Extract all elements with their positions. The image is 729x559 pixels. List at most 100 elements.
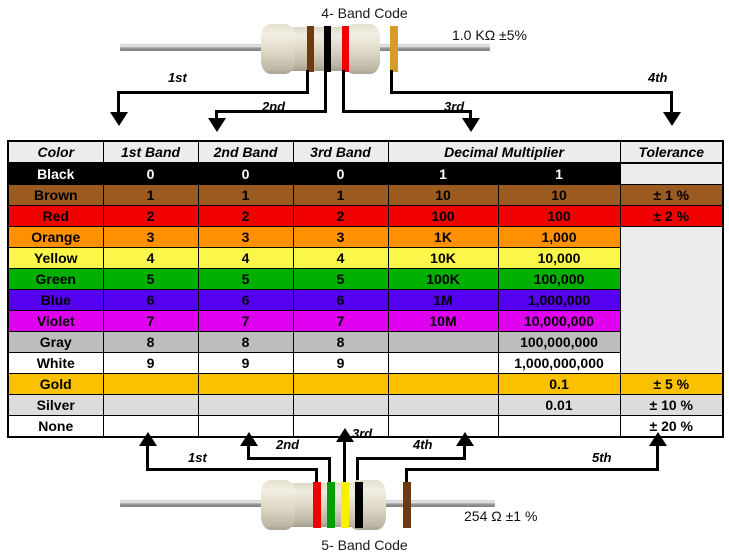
row-tolerance-none: ± 20 % [619, 415, 724, 438]
band-3-red [342, 26, 349, 72]
pointer-arrow-top-1 [110, 112, 128, 126]
row-mult-short-black: 1 [387, 162, 499, 185]
row-mult-long-none [497, 415, 621, 438]
resistor-body-cap-right [344, 24, 380, 74]
four-band-resistor [120, 22, 490, 78]
pointer-line-bottom-4-horiz [356, 457, 466, 460]
row-mult-short-silver [387, 394, 499, 416]
pointer-line-top-3-drop [469, 110, 472, 122]
table-row: Green 5 5 5 100K 100,000 [7, 268, 723, 290]
row-color-name-red: Red [7, 205, 104, 227]
pointer-arrow-bottom-2 [240, 432, 258, 446]
row-band3-red: 2 [292, 205, 389, 227]
top-resistance-value: 1.0 KΩ ±5% [452, 27, 527, 43]
table-row: Violet 7 7 7 10M 10,000,000 [7, 310, 723, 332]
row-band2-blue: 6 [197, 289, 294, 311]
table-row: White 9 9 9 1,000,000,000 [7, 352, 723, 374]
table-body: Black 0 0 0 1 1 Brown 1 1 1 10 10 ± 1 % Red 2 2 2 100 100 ±… [7, 162, 724, 438]
table-header-row: Color 1st Band 2nd Band 3rd Band Decimal… [7, 140, 724, 164]
row-mult-short-yellow: 10K [387, 247, 499, 269]
row-tolerance-gold: ± 5 % [619, 373, 724, 395]
pointer-arrow-top-3 [462, 118, 480, 132]
band-5-brown [403, 482, 411, 528]
pointer-line-bottom-5-rise [656, 446, 659, 470]
row-mult-long-blue: 1,000,000 [497, 289, 621, 311]
row-band3-gold [292, 373, 389, 395]
row-band3-yellow: 4 [292, 247, 389, 269]
pointer-line-top-1-horiz [117, 91, 309, 94]
row-mult-long-red: 100 [497, 205, 621, 227]
pointer-label-bottom-1: 1st [188, 450, 207, 465]
row-mult-short-blue: 1M [387, 289, 499, 311]
band-1-red [313, 482, 321, 528]
pointer-line-top-2-drop [215, 110, 218, 122]
row-band3-orange: 3 [292, 226, 389, 248]
pointer-line-bottom-4-vert [356, 457, 359, 490]
table-row: Gold 0.1 ± 5 % [7, 373, 724, 395]
row-band1-brown: 1 [102, 184, 199, 206]
pointer-label-top-1: 1st [168, 70, 187, 85]
row-band2-black: 0 [197, 162, 294, 185]
pointer-label-bottom-2: 2nd [276, 437, 300, 452]
row-color-name-black: Black [7, 162, 104, 185]
table-row: Blue 6 6 6 1M 1,000,000 [7, 289, 723, 311]
row-tolerance-silver: ± 10 % [619, 394, 724, 416]
resistor-body-cap-right-2 [348, 480, 386, 530]
row-band2-brown: 1 [197, 184, 294, 206]
row-color-name-none: None [7, 415, 104, 438]
color-code-table: Color 1st Band 2nd Band 3rd Band Decimal… [7, 140, 724, 438]
pointer-label-bottom-3: 3rd [352, 426, 373, 441]
row-mult-short-orange: 1K [387, 226, 499, 248]
row-band2-silver [197, 394, 294, 416]
row-band2-yellow: 4 [197, 247, 294, 269]
row-color-name-yellow: Yellow [7, 247, 104, 269]
row-band3-black: 0 [292, 162, 389, 185]
row-color-name-green: Green [7, 268, 104, 290]
resistor-lead-left [120, 44, 272, 51]
row-band1-gray: 8 [102, 331, 199, 353]
header-tolerance: Tolerance [619, 140, 724, 164]
pointer-line-bottom-1-vert [315, 468, 318, 490]
row-band1-orange: 3 [102, 226, 199, 248]
row-band3-white: 9 [292, 352, 389, 374]
resistor-body-cap-left-2 [261, 480, 295, 530]
row-band2-gold [197, 373, 294, 395]
band-2-green [327, 482, 335, 528]
row-mult-short-gold [387, 373, 499, 395]
pointer-line-bottom-5-horiz [405, 468, 659, 471]
band-2-black [324, 26, 331, 72]
row-mult-long-white: 1,000,000,000 [497, 352, 621, 374]
pointer-line-top-2-vert [324, 70, 327, 113]
row-band3-blue: 6 [292, 289, 389, 311]
pointer-line-top-3-horiz [342, 110, 472, 113]
row-mult-short-none [387, 415, 499, 438]
pointer-line-top-2-horiz [215, 110, 327, 113]
pointer-line-bottom-2-rise [247, 446, 250, 459]
pointer-line-top-1-vert [306, 70, 309, 93]
row-mult-short-white [387, 352, 499, 374]
row-color-name-white: White [7, 352, 104, 374]
row-band1-white: 9 [102, 352, 199, 374]
row-mult-long-orange: 1,000 [497, 226, 621, 248]
row-mult-short-green: 100K [387, 268, 499, 290]
table-row: Gray 8 8 8 100,000,000 [7, 331, 723, 353]
row-band1-blue: 6 [102, 289, 199, 311]
row-band3-brown: 1 [292, 184, 389, 206]
band-4-gold [390, 26, 398, 72]
table-row: Yellow 4 4 4 10K 10,000 [7, 247, 723, 269]
row-band2-red: 2 [197, 205, 294, 227]
top-diagram-title: 4- Band Code [321, 5, 408, 21]
pointer-label-top-3: 3rd [444, 99, 465, 114]
row-mult-short-gray [387, 331, 499, 353]
row-mult-long-brown: 10 [497, 184, 621, 206]
pointer-line-top-4-vert [390, 70, 393, 93]
row-mult-long-green: 100,000 [497, 268, 621, 290]
row-band1-yellow: 4 [102, 247, 199, 269]
row-band1-black: 0 [102, 162, 199, 185]
pointer-line-top-1-drop [117, 91, 120, 113]
row-band2-green: 5 [197, 268, 294, 290]
row-band1-silver [102, 394, 199, 416]
row-band3-green: 5 [292, 268, 389, 290]
five-band-resistor [120, 478, 495, 534]
row-tolerance-black [619, 162, 724, 185]
